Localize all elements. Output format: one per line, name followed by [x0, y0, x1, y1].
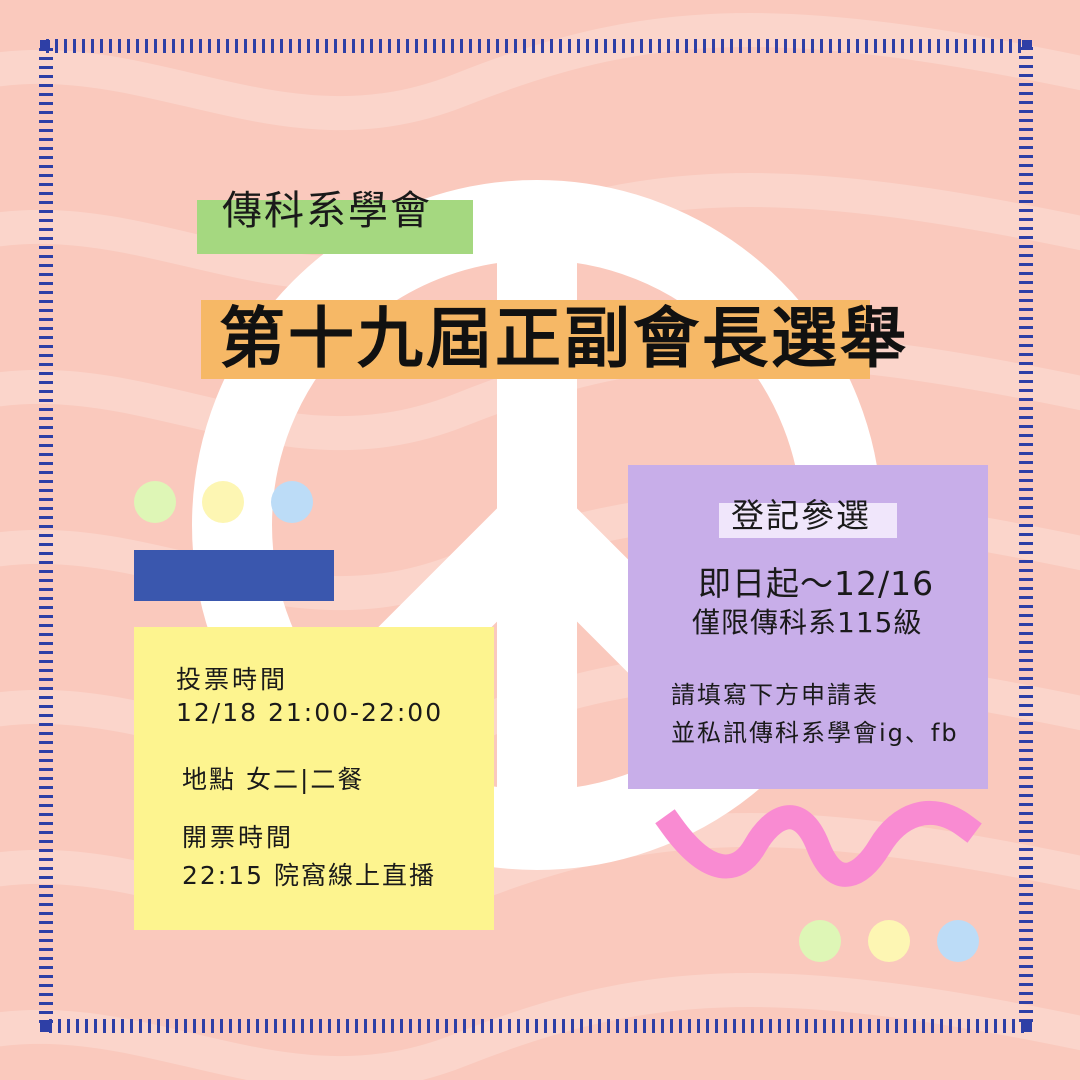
title-highlight — [201, 300, 870, 379]
voting-time-value: 12/18 21:00-22:00 — [176, 698, 444, 727]
frame-corner-bottom-right — [1022, 1022, 1032, 1032]
voting-time-label: 投票時間 — [176, 665, 289, 694]
count-time-label: 開票時間 — [182, 823, 295, 852]
dot-blue-bottom — [937, 920, 979, 962]
count-time-value: 22:15 院窩線上直播 — [182, 861, 436, 890]
dot-blue-top — [271, 481, 313, 523]
dot-yellow-bottom — [868, 920, 910, 962]
registration-heading: 登記參選 — [731, 496, 871, 535]
voting-location: 地點 女二|二餐 — [182, 765, 365, 794]
voting-card: 投票時間 12/18 21:00-22:00 地點 女二|二餐 開票時間 22:… — [134, 627, 494, 930]
registration-eligibility: 僅限傳科系115級 — [692, 606, 923, 639]
dashed-frame-border — [39, 39, 1033, 1033]
dot-green-top — [134, 481, 176, 523]
organizer-label: 傳科系學會 — [222, 188, 432, 234]
page-title: 第十九屆正副會長選舉 — [219, 300, 909, 377]
registration-heading-tag — [719, 503, 897, 538]
frame-corner-top-right — [1022, 40, 1032, 50]
frame-corner-bottom-left — [40, 1022, 50, 1032]
dot-yellow-top — [202, 481, 244, 523]
registration-card: 登記參選 即日起～12/16 僅限傳科系115級 請填寫下方申請表 並私訊傳科系… — [628, 465, 988, 789]
pink-squiggle — [655, 800, 982, 887]
registration-instruction-1: 請填寫下方申請表 — [671, 681, 879, 709]
dot-green-bottom — [799, 920, 841, 962]
frame-corner-top-left — [40, 40, 50, 50]
registration-period: 即日起～12/16 — [698, 564, 935, 603]
organizer-tag — [197, 200, 473, 254]
blue-accent-bar — [134, 550, 334, 601]
registration-instruction-2: 並私訊傳科系學會ig、fb — [671, 719, 959, 747]
